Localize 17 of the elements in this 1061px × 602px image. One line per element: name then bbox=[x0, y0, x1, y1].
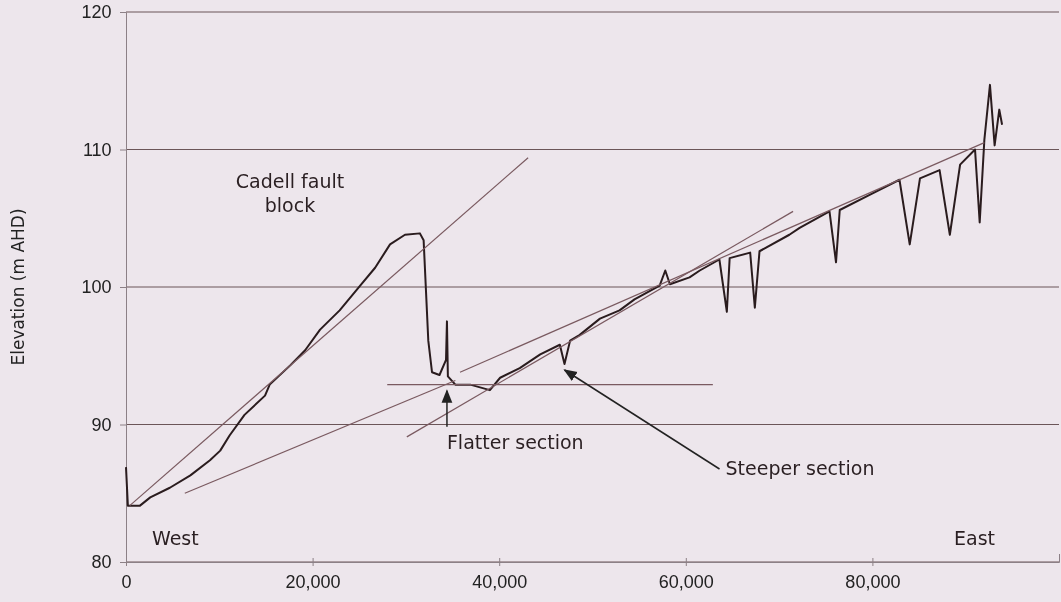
y-tick-label: 90 bbox=[91, 414, 112, 435]
x-tick-label: 40,000 bbox=[472, 572, 528, 593]
annotation: West bbox=[152, 527, 199, 549]
y-tick-label: 110 bbox=[82, 139, 112, 160]
annotation: Cadell fault block bbox=[235, 170, 345, 216]
y-tick-label: 80 bbox=[91, 552, 112, 573]
x-tick-label: 0 bbox=[121, 572, 132, 593]
y-tick-label: 120 bbox=[81, 2, 112, 23]
x-tick-label: 60,000 bbox=[658, 572, 714, 593]
y-axis-title: Elevation (m AHD) bbox=[8, 208, 28, 366]
y-tick-label: 100 bbox=[81, 277, 112, 298]
annotation: East bbox=[954, 527, 995, 549]
annotation: Steeper section bbox=[725, 457, 875, 479]
annotation: Flatter section bbox=[446, 430, 584, 453]
x-tick-label: 80,000 bbox=[845, 572, 901, 593]
x-tick-label: 20,000 bbox=[285, 572, 341, 593]
line-series bbox=[125, 83, 1004, 507]
